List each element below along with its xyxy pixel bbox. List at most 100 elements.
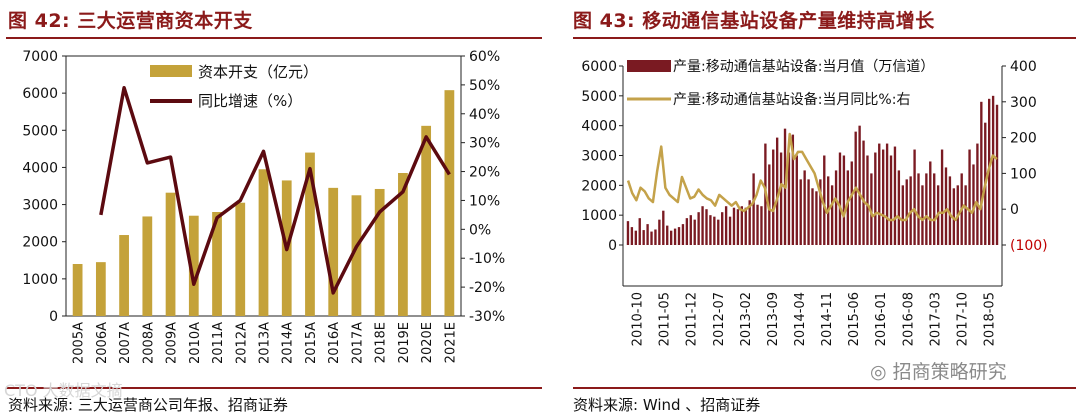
production-bar bbox=[823, 155, 826, 245]
x-tick-label: 2015A bbox=[304, 322, 319, 364]
y-left-tick-label: 6000 bbox=[22, 86, 58, 102]
legend-bar-swatch bbox=[150, 65, 192, 77]
production-bar bbox=[972, 164, 975, 245]
production-bar bbox=[905, 179, 908, 245]
capex-chart: 0 1000 2000 3000 4000 5000 6000 7000 -30% -20% -10… bbox=[22, 49, 505, 364]
production-bar bbox=[815, 191, 818, 245]
capex-bar bbox=[95, 262, 106, 316]
y-left-tick-label: 2000 bbox=[581, 178, 617, 194]
y-right-tick-label: 100 bbox=[1010, 166, 1037, 182]
production-bar bbox=[940, 149, 944, 245]
x-tick-label: 2016A bbox=[327, 322, 342, 364]
x-tick-label: 2010A bbox=[188, 322, 203, 364]
production-bar bbox=[646, 224, 649, 245]
x-tick-label: 2014A bbox=[281, 322, 296, 364]
production-bar bbox=[744, 207, 747, 245]
production-bar bbox=[991, 95, 995, 245]
y-right-tick-label: 200 bbox=[1010, 131, 1037, 147]
production-bar bbox=[819, 179, 822, 245]
production-bar bbox=[673, 228, 677, 245]
production-bar bbox=[878, 143, 881, 245]
y-left-tick-label: 5000 bbox=[22, 123, 58, 139]
capex-bar bbox=[421, 125, 432, 316]
production-bar bbox=[693, 219, 696, 245]
production-bar bbox=[881, 149, 885, 245]
x-tick-label: 2018E bbox=[374, 322, 389, 363]
capex-bar bbox=[188, 215, 199, 316]
production-bar bbox=[917, 173, 920, 245]
left-figure-title: 图 42: 三大运营商资本开支 bbox=[8, 10, 253, 32]
x-tick-label: 2020E bbox=[420, 322, 435, 363]
yoy-line bbox=[626, 132, 998, 222]
legend-bar-swatch bbox=[627, 60, 671, 72]
right-source-note: 资料来源: Wind 、招商证券 bbox=[573, 396, 761, 414]
legend-line-label: 同比增速（%） bbox=[198, 92, 302, 110]
production-bar bbox=[709, 215, 712, 245]
x-tick-label: 2013-09 bbox=[766, 292, 781, 346]
production-bar bbox=[772, 149, 775, 245]
production-bar bbox=[689, 215, 692, 245]
x-tick-label: 2007A bbox=[118, 322, 133, 364]
capex-bar bbox=[165, 192, 176, 316]
capex-bar bbox=[444, 90, 455, 316]
production-bar bbox=[921, 185, 924, 245]
production-bar bbox=[662, 210, 665, 245]
y-right-tick-label: 0% bbox=[469, 222, 491, 238]
x-tick-label: 2019E bbox=[397, 322, 412, 363]
y-left-tick-label: 6000 bbox=[581, 59, 617, 75]
production-bar bbox=[705, 209, 708, 245]
production-bar bbox=[889, 155, 893, 245]
production-bar bbox=[654, 229, 657, 245]
y-right-tick-label: 30% bbox=[469, 136, 500, 152]
production-bar bbox=[752, 173, 755, 245]
x-tick-label: 2018-05 bbox=[982, 292, 997, 346]
production-bar bbox=[944, 167, 948, 245]
production-bar bbox=[756, 204, 759, 245]
production-bar bbox=[964, 185, 967, 245]
y-left-tick-label: 0 bbox=[49, 309, 58, 325]
production-bar bbox=[897, 170, 901, 245]
y-right-tick-label: 60% bbox=[469, 49, 500, 65]
x-tick-label: 2017-10 bbox=[955, 292, 970, 346]
capex-bar bbox=[398, 173, 408, 316]
y-right-tick-label: (100) bbox=[1010, 238, 1048, 254]
y-left-tick-label: 7000 bbox=[22, 49, 58, 65]
production-bar bbox=[976, 143, 979, 245]
production-bar bbox=[968, 149, 971, 245]
x-tick-label: 2011A bbox=[211, 322, 226, 364]
production-bar bbox=[830, 185, 834, 245]
production-bar bbox=[760, 206, 763, 245]
left-title-rule bbox=[6, 37, 542, 39]
production-bar bbox=[858, 125, 861, 245]
x-tick-label: 2005A bbox=[72, 322, 87, 364]
production-bar bbox=[807, 179, 810, 245]
x-tick-label: 2017A bbox=[350, 322, 365, 364]
base-station-chart: 0 1000 2000 3000 4000 5000 6000 (100) 0 100 200 300… bbox=[581, 58, 1048, 346]
y-left-tick-label: 2000 bbox=[22, 235, 58, 251]
x-tick-label: 2014-04 bbox=[793, 292, 808, 346]
x-tick-label: 2012-07 bbox=[712, 292, 727, 346]
capex-bar bbox=[374, 188, 385, 316]
capex-bar bbox=[142, 216, 153, 316]
production-bar bbox=[791, 134, 795, 245]
capex-bar bbox=[305, 152, 315, 316]
production-bar bbox=[862, 140, 865, 245]
left-panel: 图 42: 三大运营商资本开支 0 1000 2000 3000 4000 5000 600… bbox=[4, 10, 542, 414]
x-tick-label: 2009A bbox=[165, 322, 180, 364]
production-bar bbox=[728, 216, 732, 245]
y-left-tick-label: 4000 bbox=[581, 119, 617, 135]
x-tick-label: 2013A bbox=[258, 322, 273, 364]
left-source-rule bbox=[6, 387, 542, 389]
capex-bar bbox=[258, 169, 269, 316]
capex-bar bbox=[328, 187, 339, 316]
production-bar bbox=[846, 170, 850, 245]
x-tick-label: 2016-08 bbox=[901, 292, 916, 346]
production-bar bbox=[870, 173, 873, 245]
production-bar bbox=[642, 230, 645, 245]
y-right-tick-label: 20% bbox=[469, 165, 500, 181]
production-bar bbox=[799, 179, 802, 245]
production-bar bbox=[779, 152, 783, 245]
right-source-rule bbox=[573, 387, 1076, 389]
right-panel: 图 43: 移动通信基站设备产量维持高增长 0 1000 2000 3000 4000 5… bbox=[567, 0, 1080, 417]
wechat-icon: ◎ bbox=[870, 361, 893, 383]
